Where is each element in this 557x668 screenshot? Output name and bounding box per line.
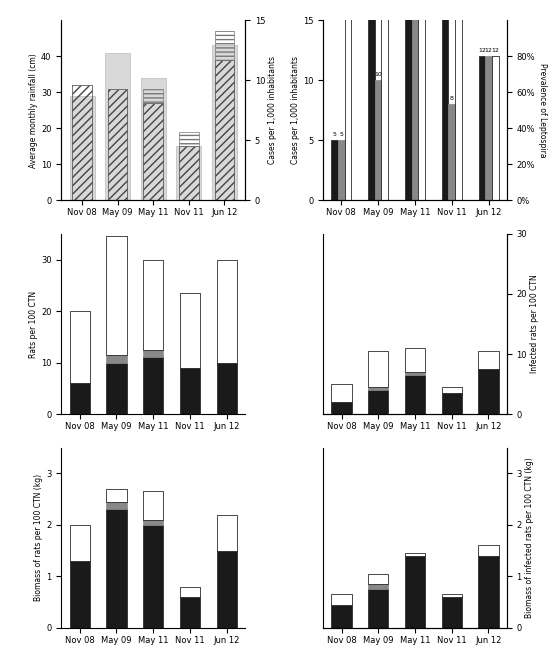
Bar — [442, 595, 462, 597]
Bar — [70, 96, 95, 200]
Bar — [368, 387, 388, 390]
Bar — [478, 556, 499, 628]
Bar — [405, 553, 425, 556]
Bar — [492, 56, 499, 200]
Bar — [72, 85, 92, 200]
Bar — [143, 350, 163, 357]
Text: 10: 10 — [374, 71, 382, 77]
Bar — [141, 77, 165, 200]
Bar — [442, 393, 462, 414]
Bar — [106, 363, 126, 414]
Bar — [106, 236, 126, 355]
Bar — [368, 589, 388, 628]
Y-axis label: Prevalence of Leptospira: Prevalence of Leptospira — [538, 63, 547, 158]
Y-axis label: Average monthly rainfall (cm): Average monthly rainfall (cm) — [29, 53, 38, 168]
Bar — [405, 348, 425, 372]
Bar — [405, 556, 425, 628]
Text: 12: 12 — [491, 47, 499, 53]
Bar — [382, 0, 388, 200]
Bar — [368, 390, 388, 414]
Bar — [368, 0, 375, 200]
Bar — [70, 525, 90, 561]
Bar — [478, 56, 485, 200]
Bar — [405, 375, 425, 414]
Bar — [331, 605, 351, 628]
Y-axis label: Rats per 100 CTN: Rats per 100 CTN — [29, 291, 38, 357]
Y-axis label: Cases per 1,000 inhabitants: Cases per 1,000 inhabitants — [291, 56, 300, 164]
Bar — [442, 387, 462, 393]
Bar — [179, 132, 198, 146]
Bar — [478, 546, 499, 556]
Bar — [180, 293, 200, 368]
Bar — [180, 597, 200, 628]
Bar — [106, 355, 126, 363]
Bar — [217, 550, 237, 628]
Bar — [368, 351, 388, 387]
Bar — [143, 103, 163, 200]
Bar — [375, 80, 382, 200]
Bar — [106, 502, 126, 510]
Text: 12: 12 — [485, 47, 492, 53]
Text: 12: 12 — [478, 47, 486, 53]
Bar — [217, 363, 237, 414]
Bar — [405, 372, 425, 375]
Y-axis label: Cases per 1,000 inhabitants: Cases per 1,000 inhabitants — [268, 56, 277, 164]
Bar — [448, 104, 455, 200]
Text: 8: 8 — [450, 96, 454, 101]
Y-axis label: Biomass of rats per 100 CTN (kg): Biomass of rats per 100 CTN (kg) — [35, 474, 43, 601]
Bar — [368, 574, 388, 584]
Bar — [70, 561, 90, 628]
Bar — [106, 489, 126, 502]
Bar — [412, 0, 418, 200]
Bar — [442, 597, 462, 628]
Bar — [455, 0, 462, 200]
Bar — [331, 402, 351, 414]
Y-axis label: Infected rats per 100 CTN: Infected rats per 100 CTN — [530, 275, 539, 373]
Bar — [105, 53, 130, 200]
Bar — [180, 587, 200, 597]
Bar — [143, 520, 163, 525]
Bar — [331, 595, 351, 605]
Bar — [143, 260, 163, 350]
Bar — [143, 525, 163, 628]
Bar — [485, 56, 492, 200]
Bar — [405, 0, 412, 200]
Bar — [217, 260, 237, 363]
Bar — [217, 514, 237, 550]
Bar — [106, 510, 126, 628]
Bar — [108, 89, 128, 200]
Bar — [214, 31, 234, 59]
Bar — [478, 369, 499, 414]
Bar — [143, 89, 163, 103]
Text: 5: 5 — [333, 132, 336, 137]
Y-axis label: Biomass of infected rats per 100 CTN (kg): Biomass of infected rats per 100 CTN (kg… — [525, 458, 534, 618]
Bar — [143, 357, 163, 414]
Bar — [212, 45, 237, 200]
Bar — [180, 368, 200, 414]
Bar — [478, 351, 499, 369]
Bar — [418, 0, 425, 200]
Bar — [345, 0, 351, 200]
Bar — [179, 146, 198, 200]
Bar — [214, 59, 234, 200]
Bar — [338, 140, 345, 200]
Bar — [442, 0, 448, 200]
Text: 5: 5 — [339, 132, 343, 137]
Bar — [143, 492, 163, 520]
Bar — [331, 384, 351, 402]
Bar — [70, 383, 90, 414]
Bar — [368, 584, 388, 589]
Bar — [331, 140, 338, 200]
Bar — [176, 146, 201, 200]
Bar — [70, 311, 90, 383]
